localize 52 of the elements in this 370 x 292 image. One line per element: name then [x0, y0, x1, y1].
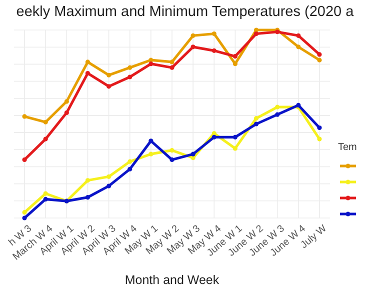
point [254, 116, 259, 121]
point [296, 33, 301, 38]
point [170, 148, 174, 153]
point [85, 60, 90, 64]
point [275, 104, 280, 110]
point [190, 44, 196, 50]
point [212, 134, 216, 140]
point [317, 52, 322, 57]
point [43, 191, 48, 196]
point [85, 178, 90, 183]
point [128, 74, 132, 80]
point [148, 138, 154, 144]
point [22, 114, 27, 119]
chart-title: eekly Maximum and Minimum Temperatures (2020 a [16, 4, 355, 20]
point [148, 62, 154, 66]
point [43, 136, 48, 142]
point [128, 159, 132, 164]
point [170, 65, 174, 70]
point [106, 84, 112, 89]
point [22, 216, 27, 220]
point [128, 166, 132, 172]
point [128, 65, 132, 70]
point [232, 134, 238, 140]
point [317, 125, 322, 130]
point [22, 157, 27, 162]
point [212, 31, 216, 36]
point [317, 58, 322, 62]
point [275, 112, 280, 117]
point [190, 152, 196, 156]
point [170, 157, 174, 162]
point [232, 146, 238, 151]
legend-title: Tem [338, 142, 357, 153]
point [43, 120, 48, 124]
point [85, 195, 90, 200]
point [106, 174, 112, 179]
point [22, 210, 27, 215]
point [254, 31, 259, 36]
point [106, 184, 112, 188]
point [85, 70, 90, 76]
point [43, 196, 48, 202]
point [64, 99, 69, 104]
point [64, 110, 69, 116]
point [232, 54, 238, 59]
point [317, 136, 322, 142]
point [106, 72, 112, 78]
point [296, 44, 301, 50]
point [148, 152, 154, 156]
point [190, 33, 196, 38]
x-axis-title: Month and Week [124, 273, 220, 287]
point [212, 48, 216, 53]
point [170, 60, 174, 64]
point [254, 122, 259, 126]
